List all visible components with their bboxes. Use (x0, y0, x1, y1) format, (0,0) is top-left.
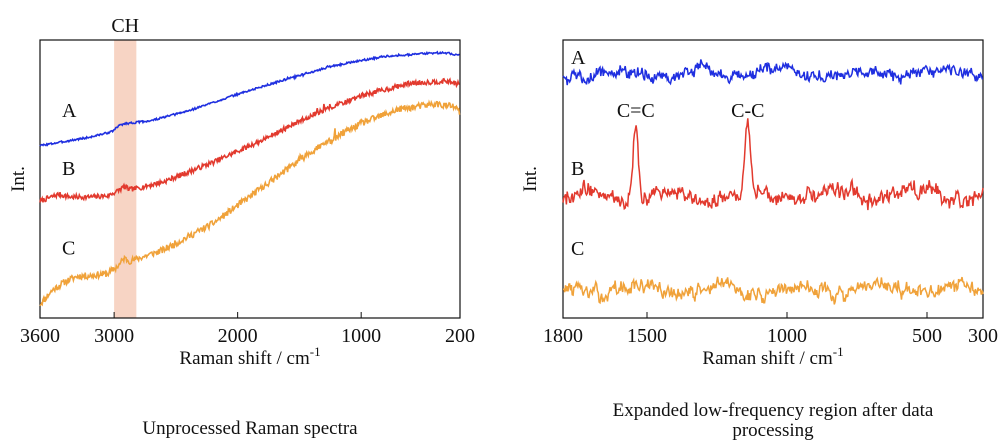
right-panel: 1800 1500 1000 500 300 A B C C=C C-C Int. Ra… (520, 39, 998, 441)
right-x-tick-label: 1800 (543, 325, 583, 347)
left-x-tick-label: 200 (445, 325, 475, 347)
left-trace-label-b: B (62, 158, 75, 180)
left-x-tick-label: 3000 (94, 325, 134, 347)
left-series-c-line (39, 99, 461, 307)
left-x-ticks: 3600 3000 2000 1000 200 (20, 312, 475, 347)
right-series-b-line (562, 118, 984, 211)
right-series-a-line (562, 59, 984, 86)
right-series-c-line (563, 276, 984, 305)
right-caption-line-1: Expanded low-frequency region after data (613, 400, 934, 421)
left-trace-label-c: C (62, 237, 75, 259)
left-panel: CH 3600 3000 2000 1000 200 A B C Int. Raman … (8, 15, 475, 439)
left-x-axis-title-sup: -1 (310, 344, 321, 359)
right-trace-label-a: A (571, 47, 586, 69)
left-x-tick-label: 2000 (218, 325, 258, 347)
right-y-axis-title: Int. (520, 166, 541, 192)
right-x-tick-label: 1500 (627, 325, 667, 347)
left-series-b-line (39, 77, 460, 203)
left-plot-frame (39, 39, 461, 319)
right-x-axis-title-sup: -1 (833, 344, 844, 359)
right-trace-label-c: C (571, 238, 584, 260)
right-plot-frame (562, 39, 984, 319)
left-x-tick-label: 1000 (341, 325, 381, 347)
right-x-tick-label: 500 (912, 325, 942, 347)
right-x-ticks: 1800 1500 1000 500 300 (543, 312, 998, 347)
left-y-axis-title: Int. (8, 166, 29, 192)
right-x-axis-title: Raman shift / cm-1 (702, 344, 843, 369)
right-series-group (562, 59, 984, 305)
peak-label-c-double-c: C=C (617, 100, 655, 122)
ch-highlight-band (114, 40, 137, 318)
right-trace-label-b: B (571, 158, 584, 180)
peak-label-c-single-c: C-C (731, 100, 764, 122)
right-x-axis-title-main: Raman shift / cm (702, 348, 833, 369)
left-x-tick-label: 3600 (20, 325, 60, 347)
left-series-a-line (39, 50, 460, 147)
left-x-axis-title-main: Raman shift / cm (179, 348, 310, 369)
ch-highlight-label: CH (111, 15, 139, 37)
left-series-group (39, 50, 461, 307)
left-caption: Unprocessed Raman spectra (142, 418, 358, 439)
right-x-tick-label: 300 (968, 325, 998, 347)
left-trace-label-a: A (62, 100, 77, 122)
right-x-tick-label: 1000 (767, 325, 807, 347)
left-x-axis-title: Raman shift / cm-1 (179, 344, 320, 369)
right-caption-line-2: processing (732, 420, 814, 441)
